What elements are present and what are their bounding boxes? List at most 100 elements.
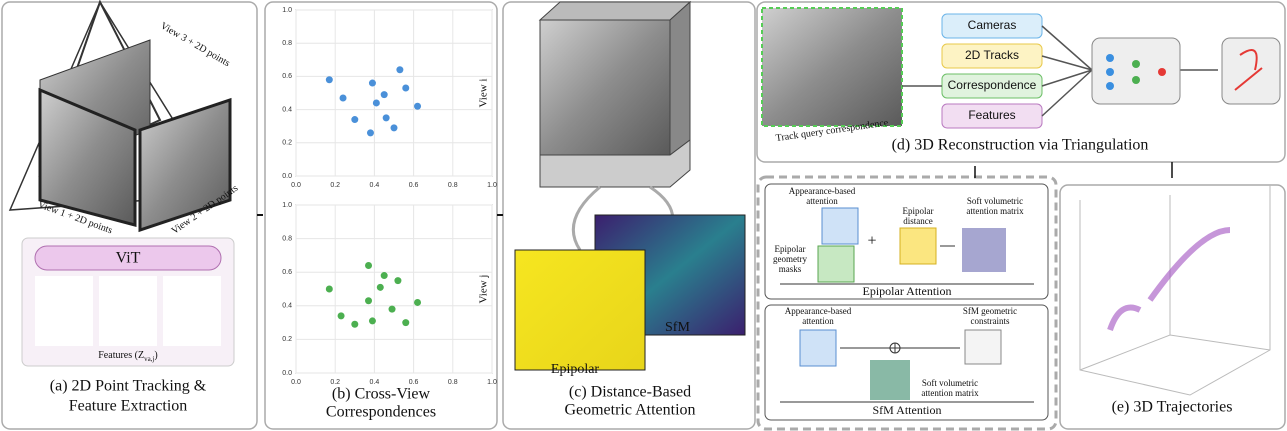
caption: Feature Extraction <box>69 398 188 415</box>
input-label: Features <box>968 108 1015 122</box>
node <box>1106 68 1114 76</box>
inset-label: SfM geometric <box>963 306 1017 316</box>
input-label: Correspondence <box>948 78 1037 92</box>
point <box>369 80 376 87</box>
inset-label: distance <box>903 216 933 226</box>
point <box>381 91 388 98</box>
inset-label: Appearance-based <box>789 186 856 196</box>
input-label: Cameras <box>968 18 1017 32</box>
point <box>351 116 358 123</box>
point <box>396 66 403 73</box>
node <box>1132 76 1140 84</box>
y-tick-label: 0.0 <box>282 370 292 377</box>
point <box>391 124 398 131</box>
cube-side <box>670 2 690 155</box>
features-sub: va,j <box>144 355 154 363</box>
x-tick-label: 0.2 <box>330 379 340 386</box>
y-axis-label: View j <box>478 275 490 304</box>
x-tick-label: 0.0 <box>291 182 301 189</box>
y-tick-label: 1.0 <box>282 7 292 14</box>
y-tick-label: 0.0 <box>282 173 292 180</box>
x-tick-label: 0.4 <box>370 379 380 386</box>
point <box>383 114 390 121</box>
point <box>414 103 421 110</box>
query-image <box>762 8 902 126</box>
y-tick-label: 0.6 <box>282 269 292 276</box>
point <box>402 319 409 326</box>
mask-grid <box>818 246 854 282</box>
inset-label: attention matrix <box>921 388 979 398</box>
feature-map <box>35 276 93 346</box>
cube-top <box>540 2 690 20</box>
x-tick-label: 0.0 <box>291 379 301 386</box>
caption: (d) 3D Reconstruction via Triangulation <box>892 137 1149 154</box>
point <box>402 85 409 92</box>
point <box>367 129 374 136</box>
inset-label: Soft volumetric <box>922 378 978 388</box>
y-tick-label: 0.6 <box>282 73 292 80</box>
network <box>1092 38 1180 104</box>
inset-label: geometry <box>773 254 807 264</box>
caption: (e) 3D Trajectories <box>1112 399 1233 416</box>
point <box>394 277 401 284</box>
y-tick-label: 0.4 <box>282 106 292 113</box>
distance-grid <box>900 228 936 264</box>
x-tick-label: 1.0 <box>487 182 497 189</box>
features-end: ) <box>154 350 157 361</box>
x-tick-label: 0.2 <box>330 182 340 189</box>
plot-area <box>296 205 492 373</box>
x-tick-label: 1.0 <box>487 379 497 386</box>
point <box>369 317 376 324</box>
point <box>389 306 396 313</box>
inset-label: Appearance-based <box>785 306 852 316</box>
point <box>340 94 347 101</box>
view-image <box>540 20 670 155</box>
x-tick-label: 0.4 <box>370 182 380 189</box>
caption: (c) Distance-Based <box>569 384 691 401</box>
caption: (a) 2D Point Tracking & <box>50 378 207 395</box>
figure: View 3 + 2D points View 1 + 2D points Vi… <box>0 0 1287 431</box>
inset-label: attention <box>806 196 838 206</box>
attention-grid <box>800 330 836 366</box>
inset-label: Epipolar <box>775 244 806 254</box>
inset-label: Soft volumetric <box>967 196 1023 206</box>
point <box>381 272 388 279</box>
heatmap-label: Epipolar <box>551 362 600 377</box>
plus: + <box>867 233 876 250</box>
node <box>1132 60 1140 68</box>
y-axis-label: View i <box>478 79 490 108</box>
output <box>1222 38 1280 104</box>
inset-label: Epipolar <box>903 206 934 216</box>
x-tick-label: 0.8 <box>448 182 458 189</box>
y-tick-label: 0.2 <box>282 140 292 147</box>
y-tick-label: 0.8 <box>282 40 292 47</box>
caption: Geometric Attention <box>564 402 695 419</box>
node <box>1158 68 1166 76</box>
inset-title: Epipolar Attention <box>863 284 952 298</box>
inset-label: constraints <box>971 316 1010 326</box>
inset-label: masks <box>779 264 802 274</box>
x-tick-label: 0.8 <box>448 379 458 386</box>
inset-label: attention <box>802 316 834 326</box>
vit-label: ViT <box>116 250 141 267</box>
point <box>326 286 333 293</box>
x-tick-label: 0.6 <box>409 379 419 386</box>
epipolar-heatmap <box>515 250 645 370</box>
y-tick-label: 0.2 <box>282 336 292 343</box>
features-text: Features (Z <box>98 350 144 361</box>
y-tick-label: 1.0 <box>282 202 292 209</box>
volume <box>962 228 1006 272</box>
y-tick-label: 0.8 <box>282 235 292 242</box>
point <box>326 76 333 83</box>
input-label: 2D Tracks <box>965 48 1019 62</box>
attention-grid <box>822 208 858 244</box>
feature-map <box>99 276 157 346</box>
heatmap-label: SfM <box>665 320 690 335</box>
plot-area <box>296 10 492 176</box>
constraint-plot <box>965 330 1001 364</box>
point <box>365 297 372 304</box>
point <box>365 262 372 269</box>
feature-map <box>163 276 221 346</box>
node <box>1106 82 1114 90</box>
point <box>377 284 384 291</box>
